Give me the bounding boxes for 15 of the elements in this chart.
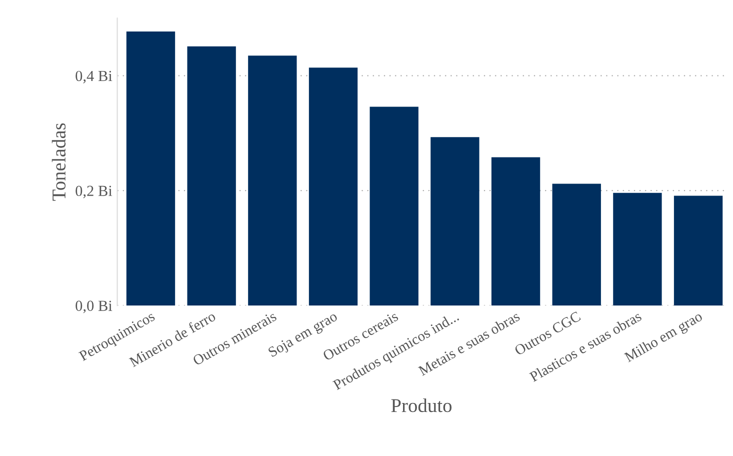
y-tick-label: 0,2 Bi [76, 186, 112, 198]
y-tick-label: 0,0 Bi [76, 300, 112, 314]
bar [187, 46, 236, 306]
bar [552, 184, 601, 306]
bar [491, 157, 540, 306]
bar [613, 192, 662, 306]
y-tick-label: 0,4 Bi [76, 70, 112, 84]
bar [370, 106, 418, 306]
y-axis-title: Toneladas [52, 123, 66, 201]
bar [126, 31, 176, 306]
bar [308, 68, 358, 306]
bar [248, 56, 297, 306]
bar [674, 196, 723, 306]
x-axis-title: Produto [391, 398, 452, 412]
bar [430, 137, 480, 306]
